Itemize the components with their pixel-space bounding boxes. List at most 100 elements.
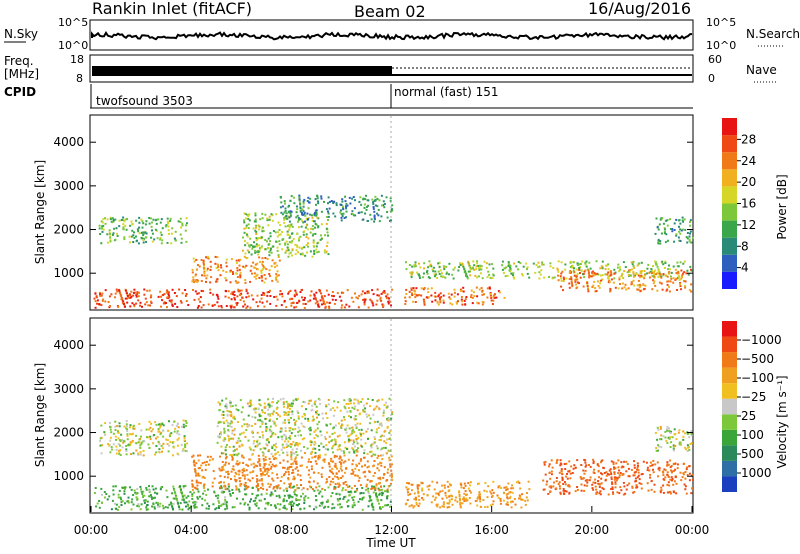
echo-pixel [201, 469, 204, 472]
echo-pixel [372, 207, 375, 210]
echo-pixel [160, 295, 162, 298]
echo-pixel [321, 466, 324, 469]
y-tick-label: 1000 [53, 266, 84, 280]
echo-pixel [644, 284, 647, 287]
echo-pixel [261, 473, 264, 476]
echo-pixel [431, 268, 434, 271]
echo-pixel [259, 486, 262, 489]
echo-pixel [255, 224, 257, 227]
echo-pixel [558, 481, 561, 484]
echo-pixel [414, 265, 417, 268]
echo-pixel [433, 488, 436, 491]
echo-pixel [183, 436, 186, 439]
echo-pixel [320, 475, 323, 478]
echo-pixel [675, 233, 678, 236]
echo-pixel [332, 295, 335, 298]
echo-pixel [148, 217, 151, 219]
echo-pixel [562, 492, 565, 495]
echo-pixel [381, 434, 383, 437]
echo-pixel [236, 295, 239, 298]
echo-pixel [297, 217, 300, 220]
echo-pixel [283, 299, 286, 302]
echo-pixel [234, 280, 237, 283]
echo-pixel [442, 276, 445, 278]
echo-pixel [291, 413, 294, 416]
echo-pixel [137, 295, 140, 298]
echo-pixel [276, 241, 279, 243]
echo-pixel [372, 508, 375, 511]
echo-pixel [298, 246, 301, 249]
echo-pixel [270, 251, 273, 254]
echo-pixel [245, 296, 248, 299]
echo-pixel [261, 423, 264, 425]
echo-pixel [260, 236, 263, 239]
echo-pixel [255, 474, 258, 477]
echo-pixel [558, 471, 561, 474]
echo-pixel [358, 412, 361, 415]
echo-pixel [658, 469, 661, 472]
echo-pixel [301, 208, 304, 211]
echo-pixel [283, 221, 286, 224]
echo-pixel [247, 295, 250, 298]
echo-pixel [675, 492, 678, 495]
echo-pixel [215, 494, 217, 497]
echo-pixel [217, 505, 220, 508]
echo-pixel [292, 196, 295, 199]
echo-pixel [332, 202, 335, 205]
echo-pixel [276, 264, 279, 267]
echo-pixel [225, 279, 228, 282]
echo-pixel [285, 508, 288, 511]
echo-pixel [111, 217, 114, 220]
echo-pixel [686, 269, 689, 272]
echo-pixel [339, 467, 342, 470]
echo-pixel [222, 503, 225, 506]
echo-pixel [615, 476, 618, 479]
echo-pixel [303, 213, 306, 216]
echo-pixel [430, 287, 433, 290]
echo-pixel [641, 270, 643, 272]
echo-pixel [250, 253, 253, 256]
echo-pixel [125, 289, 127, 292]
echo-pixel [378, 482, 380, 485]
echo-pixel [664, 436, 667, 439]
echo-pixel [324, 489, 326, 491]
echo-pixel [600, 472, 602, 475]
echo-pixel [339, 455, 342, 458]
echo-pixel [181, 425, 184, 428]
echo-pixel [279, 293, 281, 296]
echo-pixel [583, 489, 586, 492]
echo-pixel [682, 272, 685, 275]
echo-pixel [254, 218, 257, 221]
echo-pixel [241, 444, 244, 447]
echo-pixel [287, 405, 289, 408]
echo-pixel [257, 253, 260, 256]
echo-pixel [272, 413, 274, 416]
echo-pixel [155, 423, 158, 426]
echo-pixel [574, 279, 577, 282]
echo-pixel [313, 251, 316, 254]
echo-pixel [227, 428, 230, 431]
echo-pixel [310, 290, 313, 293]
echo-pixel [584, 262, 587, 265]
echo-pixel [261, 257, 264, 260]
echo-pixel [570, 465, 573, 468]
echo-pixel [440, 296, 443, 299]
echo-pixel [312, 297, 315, 300]
echo-pixel [690, 283, 693, 286]
echo-pixel [270, 247, 272, 250]
echo-pixel [382, 454, 385, 457]
echo-pixel [419, 266, 422, 269]
echo-pixel [672, 463, 675, 465]
echo-pixel [340, 469, 343, 472]
echo-pixel [280, 448, 283, 451]
echo-pixel [319, 430, 322, 433]
echo-pixel [315, 462, 318, 465]
echo-pixel [692, 478, 694, 481]
echo-pixel [348, 305, 351, 308]
echo-pixel [489, 490, 492, 493]
echo-pixel [472, 260, 475, 263]
echo-pixel [657, 272, 659, 275]
echo-pixel [257, 444, 260, 447]
echo-pixel [559, 275, 562, 278]
